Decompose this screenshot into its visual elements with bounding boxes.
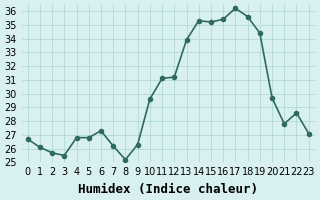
X-axis label: Humidex (Indice chaleur): Humidex (Indice chaleur) (78, 183, 258, 196)
